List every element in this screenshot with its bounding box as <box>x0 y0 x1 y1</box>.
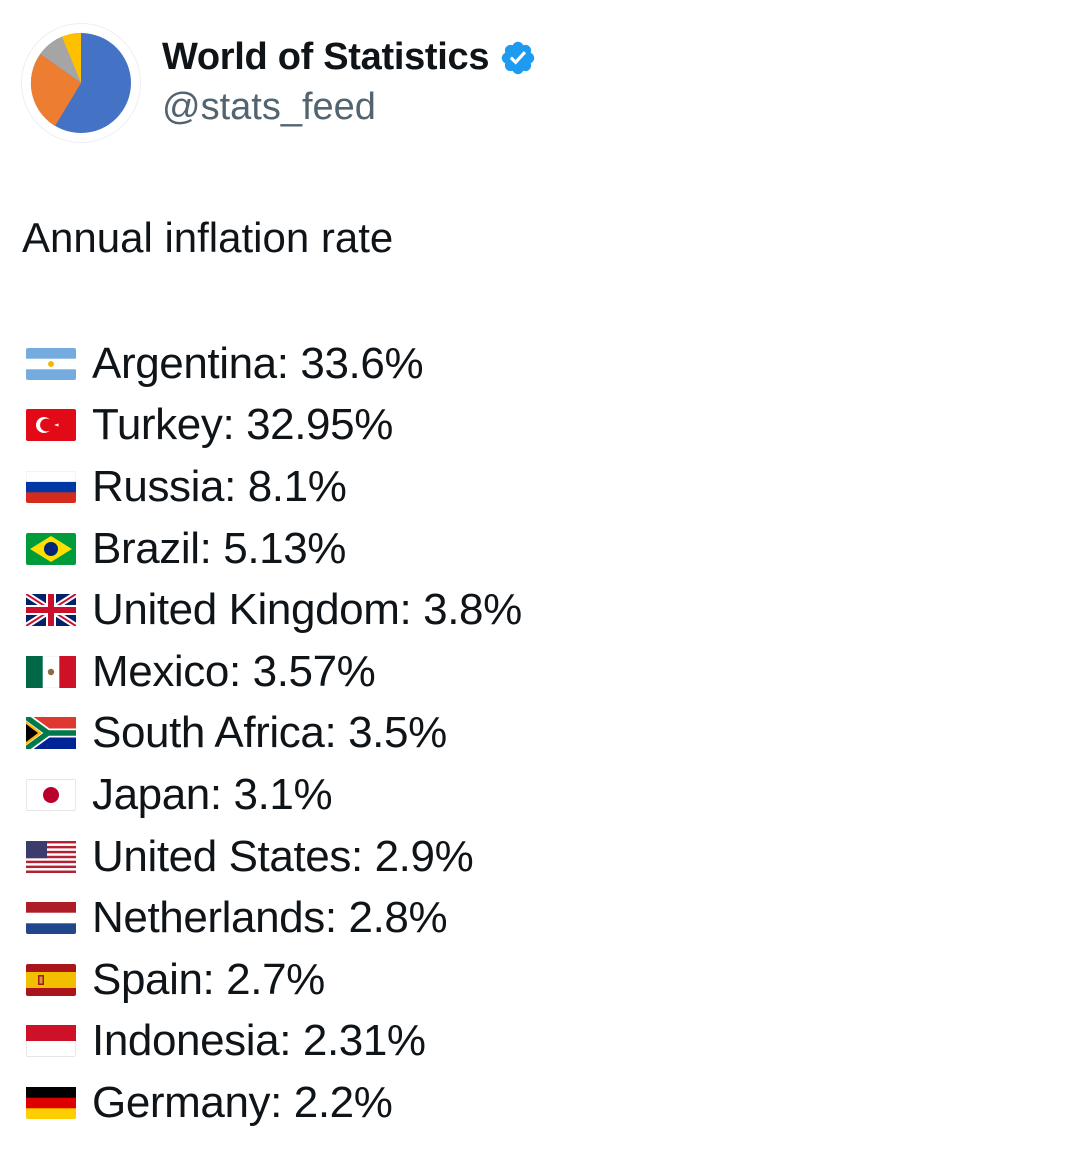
list-item-text: United Kingdom: 3.8% <box>92 585 522 635</box>
brazil-flag-icon <box>26 532 76 565</box>
list-item: Germany: 2.2% <box>22 1072 522 1134</box>
germany-flag-icon <box>26 1086 76 1119</box>
list-item: Netherlands: 2.8% <box>22 887 522 949</box>
list-item: Turkey: 32.95% <box>22 395 522 457</box>
japan-flag-icon <box>26 778 76 811</box>
pie-chart-icon <box>30 32 131 133</box>
turkey-flag-icon <box>26 409 76 442</box>
mexico-flag-icon <box>26 655 76 688</box>
list-item: Spain: 2.7% <box>22 949 522 1011</box>
list-item: Russia: 8.1% <box>22 456 522 518</box>
spain-flag-icon <box>26 963 76 996</box>
list-item-text: Argentina: 33.6% <box>92 338 424 388</box>
south-africa-flag-icon <box>26 717 76 750</box>
list-item-text: Turkey: 32.95% <box>92 400 393 450</box>
russia-flag-icon <box>26 470 76 503</box>
display-name[interactable]: World of Statistics <box>162 36 490 78</box>
verified-badge-icon <box>501 41 535 74</box>
account-handle[interactable]: @stats_feed <box>162 85 376 128</box>
argentina-flag-icon <box>26 347 76 380</box>
list-item-text: United States: 2.9% <box>92 831 474 881</box>
list-item: United States: 2.9% <box>22 826 522 888</box>
list-item-text: Indonesia: 2.31% <box>92 1016 426 1066</box>
indonesia-flag-icon <box>26 1025 76 1058</box>
list-item-text: Germany: 2.2% <box>92 1077 393 1127</box>
united-states-flag-icon <box>26 840 76 873</box>
list-item: Argentina: 33.6% <box>22 333 522 395</box>
list-item-text: Spain: 2.7% <box>92 954 325 1004</box>
list-item-text: Russia: 8.1% <box>92 461 347 511</box>
list-item-text: Netherlands: 2.8% <box>92 893 448 943</box>
avatar[interactable] <box>22 24 140 142</box>
list-item-text: South Africa: 3.5% <box>92 708 447 758</box>
list-item-text: Japan: 3.1% <box>92 769 333 819</box>
list-item-text: Mexico: 3.57% <box>92 646 376 696</box>
list-item: Brazil: 5.13% <box>22 518 522 580</box>
list-item-text: Brazil: 5.13% <box>92 523 347 573</box>
list-item: South Africa: 3.5% <box>22 703 522 765</box>
list-item: Japan: 3.1% <box>22 764 522 826</box>
list-item: Indonesia: 2.31% <box>22 1011 522 1073</box>
united-kingdom-flag-icon <box>26 594 76 627</box>
netherlands-flag-icon <box>26 902 76 935</box>
tweet-title: Annual inflation rate <box>22 214 394 261</box>
inflation-list: Argentina: 33.6% Turkey: 32.95% Russia: … <box>22 333 522 1134</box>
list-item: United Kingdom: 3.8% <box>22 579 522 641</box>
tweet-header: World of Statistics @stats_feed <box>22 22 537 144</box>
list-item: Mexico: 3.57% <box>22 641 522 703</box>
